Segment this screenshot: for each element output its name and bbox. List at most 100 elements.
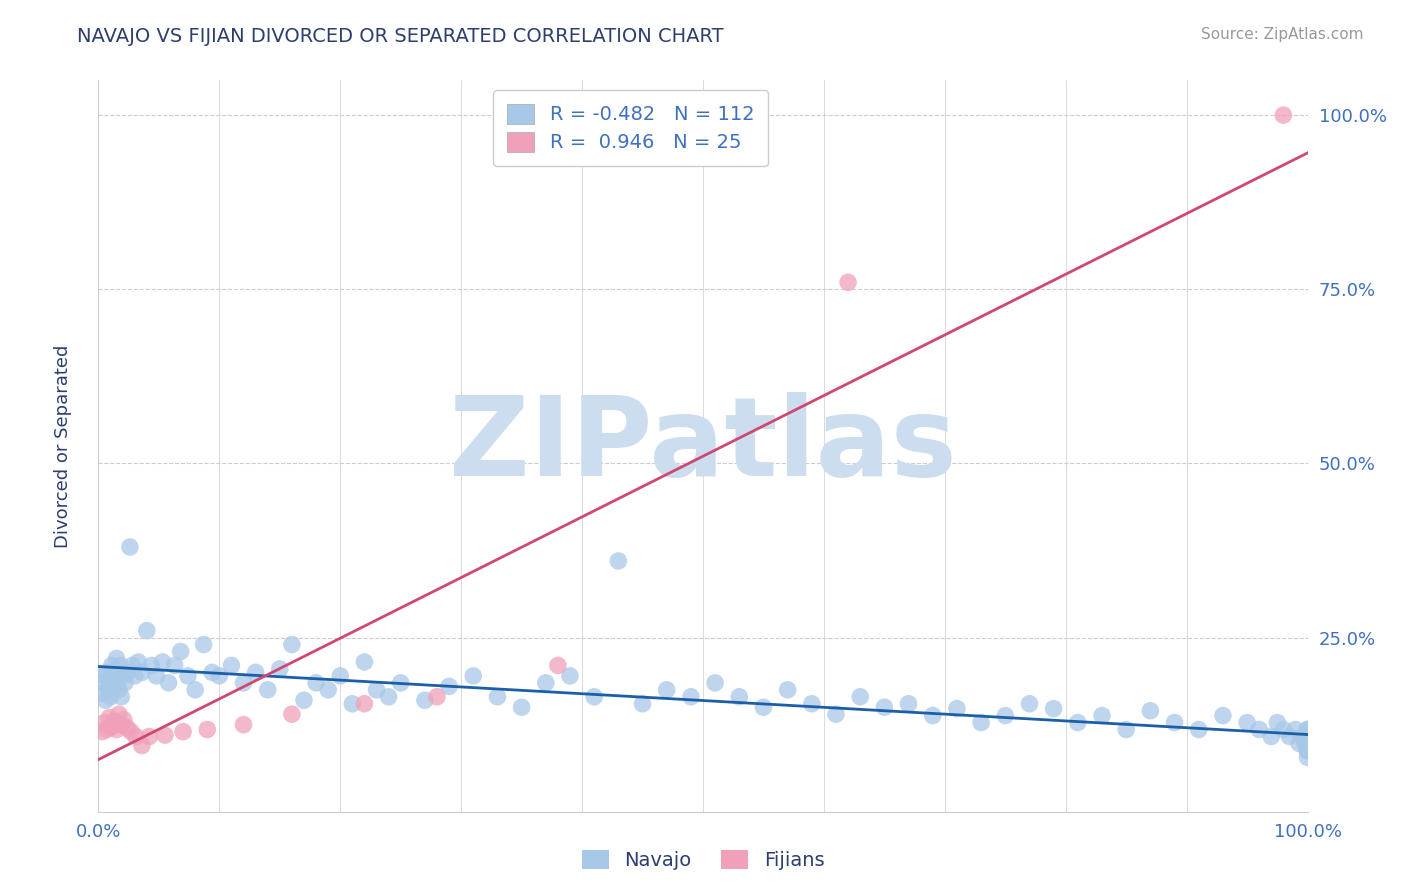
Point xyxy=(897,697,920,711)
Point xyxy=(583,690,606,704)
Point xyxy=(994,708,1017,723)
Point xyxy=(169,644,191,658)
Point xyxy=(305,676,328,690)
Point xyxy=(1278,730,1301,744)
Point xyxy=(921,708,943,723)
Point xyxy=(510,700,533,714)
Point xyxy=(1296,743,1319,757)
Point xyxy=(117,665,139,680)
Point xyxy=(1296,723,1319,737)
Point xyxy=(153,728,176,742)
Point xyxy=(108,682,131,697)
Point xyxy=(1288,736,1310,750)
Legend: Navajo, Fijians: Navajo, Fijians xyxy=(574,842,832,878)
Point xyxy=(93,715,115,730)
Point xyxy=(1296,743,1319,757)
Point xyxy=(413,693,436,707)
Point xyxy=(1091,708,1114,723)
Point xyxy=(547,658,569,673)
Point xyxy=(776,682,799,697)
Point xyxy=(1212,708,1234,723)
Point xyxy=(94,693,117,707)
Point xyxy=(1042,701,1064,715)
Text: ZIPatlas: ZIPatlas xyxy=(449,392,957,500)
Point xyxy=(1115,723,1137,737)
Point xyxy=(353,655,375,669)
Point xyxy=(127,655,149,669)
Point xyxy=(377,690,399,704)
Point xyxy=(1296,743,1319,757)
Point xyxy=(120,724,142,739)
Point xyxy=(96,665,118,680)
Point xyxy=(1296,743,1319,757)
Point xyxy=(970,715,993,730)
Point xyxy=(125,730,148,744)
Point xyxy=(184,682,207,697)
Legend: R = -0.482   N = 112, R =  0.946   N = 25: R = -0.482 N = 112, R = 0.946 N = 25 xyxy=(494,90,768,166)
Point xyxy=(1296,723,1319,737)
Point xyxy=(837,275,859,289)
Point xyxy=(1163,715,1185,730)
Point xyxy=(91,686,114,700)
Point xyxy=(342,697,364,711)
Point xyxy=(1296,736,1319,750)
Point xyxy=(157,676,180,690)
Point xyxy=(1296,730,1319,744)
Text: Divorced or Separated: Divorced or Separated xyxy=(55,344,72,548)
Point xyxy=(655,682,678,697)
Point xyxy=(96,723,118,737)
Point xyxy=(112,713,135,727)
Point xyxy=(558,669,581,683)
Point xyxy=(135,624,157,638)
Point xyxy=(91,676,114,690)
Point xyxy=(292,693,315,707)
Point xyxy=(105,651,128,665)
Point xyxy=(100,658,122,673)
Point xyxy=(97,682,120,697)
Point xyxy=(1296,730,1319,744)
Point xyxy=(172,724,194,739)
Point xyxy=(1188,723,1211,737)
Point xyxy=(195,723,218,737)
Point xyxy=(728,690,751,704)
Point xyxy=(607,554,630,568)
Point xyxy=(1296,743,1319,757)
Point xyxy=(426,690,449,704)
Point xyxy=(1296,750,1319,764)
Point xyxy=(873,700,896,714)
Point xyxy=(108,707,131,722)
Point xyxy=(281,638,304,652)
Point xyxy=(103,714,125,728)
Text: NAVAJO VS FIJIAN DIVORCED OR SEPARATED CORRELATION CHART: NAVAJO VS FIJIAN DIVORCED OR SEPARATED C… xyxy=(77,27,724,45)
Point xyxy=(1267,715,1289,730)
Point xyxy=(131,739,153,753)
Point xyxy=(103,669,125,683)
Point xyxy=(316,682,339,697)
Point xyxy=(91,724,114,739)
Point xyxy=(463,669,485,683)
Point xyxy=(329,669,352,683)
Point xyxy=(117,721,139,735)
Point xyxy=(208,669,231,683)
Point xyxy=(1296,736,1319,750)
Point xyxy=(1296,736,1319,750)
Point xyxy=(138,730,160,744)
Point xyxy=(679,690,702,704)
Point xyxy=(269,662,291,676)
Point xyxy=(98,711,121,725)
Point xyxy=(752,700,775,714)
Point xyxy=(437,679,460,693)
Point xyxy=(1296,736,1319,750)
Point xyxy=(104,676,127,690)
Point xyxy=(1292,730,1315,744)
Point xyxy=(201,665,224,680)
Point xyxy=(1260,730,1282,744)
Point xyxy=(825,707,848,722)
Point xyxy=(93,669,115,683)
Point xyxy=(353,697,375,711)
Point xyxy=(221,658,243,673)
Point xyxy=(232,717,254,731)
Point xyxy=(1249,723,1271,737)
Point xyxy=(114,676,136,690)
Point xyxy=(101,679,124,693)
